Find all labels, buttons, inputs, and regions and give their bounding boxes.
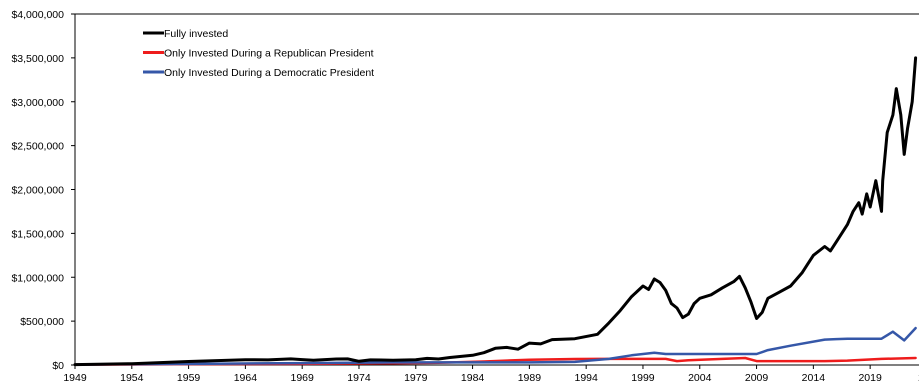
y-tick-label: $4,000,000 — [11, 9, 64, 21]
x-tick-label: 2004 — [688, 372, 712, 384]
x-tick-label: 1949 — [63, 372, 87, 384]
x-tick-label: 1954 — [120, 372, 144, 384]
x-tick-label: 2019 — [858, 372, 882, 384]
y-tick-label: $1,000,000 — [11, 272, 64, 284]
y-tick-label: $0 — [52, 360, 64, 372]
x-tick-label: 1969 — [291, 372, 315, 384]
x-tick-label: 1964 — [234, 372, 258, 384]
x-tick-label: 1984 — [461, 372, 485, 384]
y-axis: $0 $500,000 $1,000,000 $1,500,000 $2,000,000… — [11, 9, 75, 372]
series-layer — [73, 56, 918, 367]
x-tick-label: 1979 — [404, 372, 428, 384]
legend-label-only-invested-during-a-republican-president: Only Invested During a Republican Presid… — [164, 48, 374, 60]
x-axis: 1949 1954 1959 1964 1969 1974 1979 1984 1989 1994… — [63, 365, 919, 384]
y-tick-label: $3,000,000 — [11, 97, 64, 109]
series-line-only-invested-during-a-democratic-president — [73, 326, 917, 366]
x-tick-label: 1959 — [177, 372, 201, 384]
x-tick-label: 1974 — [347, 372, 371, 384]
y-tick-label: $500,000 — [20, 316, 64, 328]
x-tick-label: 1994 — [574, 372, 598, 384]
legend: Fully invested Only Invested During a Rep… — [143, 28, 374, 79]
x-tick-label: 1999 — [631, 372, 655, 384]
y-tick-label: $2,500,000 — [11, 141, 64, 153]
legend-label-fully-invested: Fully invested — [164, 28, 228, 40]
legend-label-only-invested-during-a-democratic-president: Only Invested During a Democratic Presid… — [164, 67, 374, 79]
y-tick-label: $2,000,000 — [11, 185, 64, 197]
y-tick-label: $1,500,000 — [11, 228, 64, 240]
x-tick-label: 1989 — [518, 372, 542, 384]
x-tick-label: 2009 — [745, 372, 769, 384]
y-tick-label: $3,500,000 — [11, 53, 64, 65]
x-tick-label: 2014 — [802, 372, 826, 384]
series-line-fully-invested — [73, 56, 918, 367]
